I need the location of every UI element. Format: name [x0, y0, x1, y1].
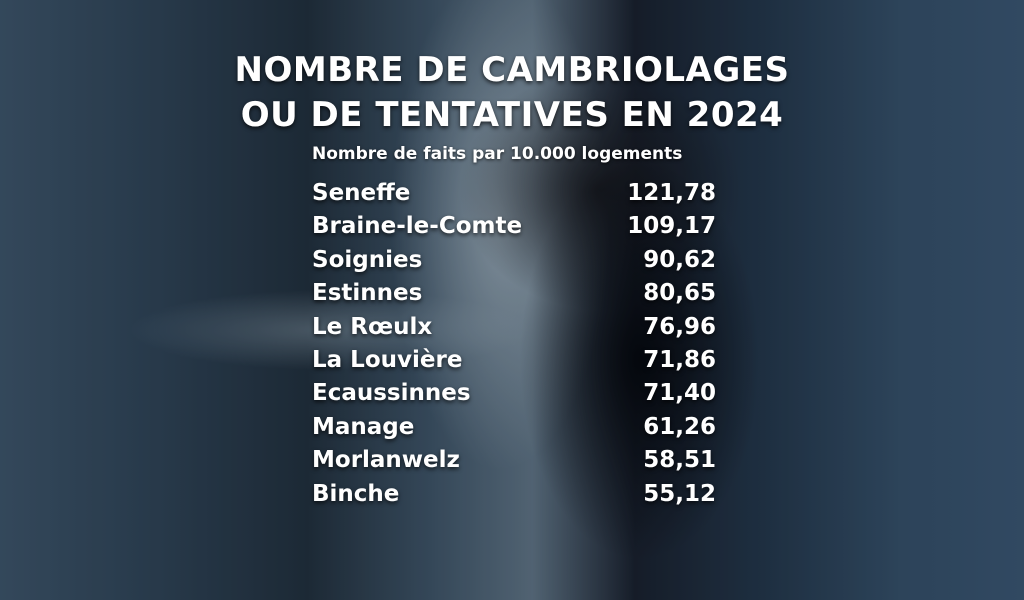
title-line-1: NOMBRE DE CAMBRIOLAGES — [234, 50, 790, 90]
table-row: Morlanwelz 58,51 — [312, 447, 716, 481]
title-line-2: OU DE TENTATIVES EN 2024 — [240, 95, 784, 135]
rate-value: 58,51 — [643, 447, 716, 474]
subtitle: Nombre de faits par 10.000 logements — [312, 144, 683, 164]
table-row: Le Rœulx 76,96 — [312, 314, 716, 348]
commune-name: Soignies — [312, 246, 423, 273]
table-row: Soignies 90,62 — [312, 247, 716, 281]
table-row: Binche 55,12 — [312, 481, 716, 515]
rate-value: 55,12 — [643, 480, 716, 507]
rate-value: 61,26 — [643, 413, 716, 440]
rate-value: 71,40 — [643, 380, 716, 407]
table-row: La Louvière 71,86 — [312, 347, 716, 381]
rate-value: 109,17 — [627, 213, 716, 240]
commune-name: Manage — [312, 413, 415, 440]
commune-name: Seneffe — [312, 180, 411, 206]
commune-name: Morlanwelz — [312, 447, 460, 474]
commune-name: Estinnes — [312, 280, 423, 307]
table-row: Ecaussinnes 71,40 — [312, 380, 716, 414]
commune-name: La Louvière — [312, 347, 463, 373]
rate-value: 90,62 — [643, 246, 716, 273]
table-row: Seneffe 121,78 — [312, 180, 716, 214]
rate-value: 80,65 — [643, 280, 716, 307]
commune-name: Binche — [312, 480, 400, 507]
table-row: Estinnes 80,65 — [312, 280, 716, 314]
rate-value: 71,86 — [643, 347, 716, 373]
table-row: Braine-le-Comte 109,17 — [312, 213, 716, 247]
commune-name: Ecaussinnes — [312, 380, 471, 407]
table-row: Manage 61,26 — [312, 414, 716, 448]
commune-name: Braine-le-Comte — [312, 213, 523, 240]
commune-name: Le Rœulx — [312, 313, 433, 340]
rate-value: 121,78 — [627, 180, 716, 206]
rate-value: 76,96 — [643, 313, 716, 340]
